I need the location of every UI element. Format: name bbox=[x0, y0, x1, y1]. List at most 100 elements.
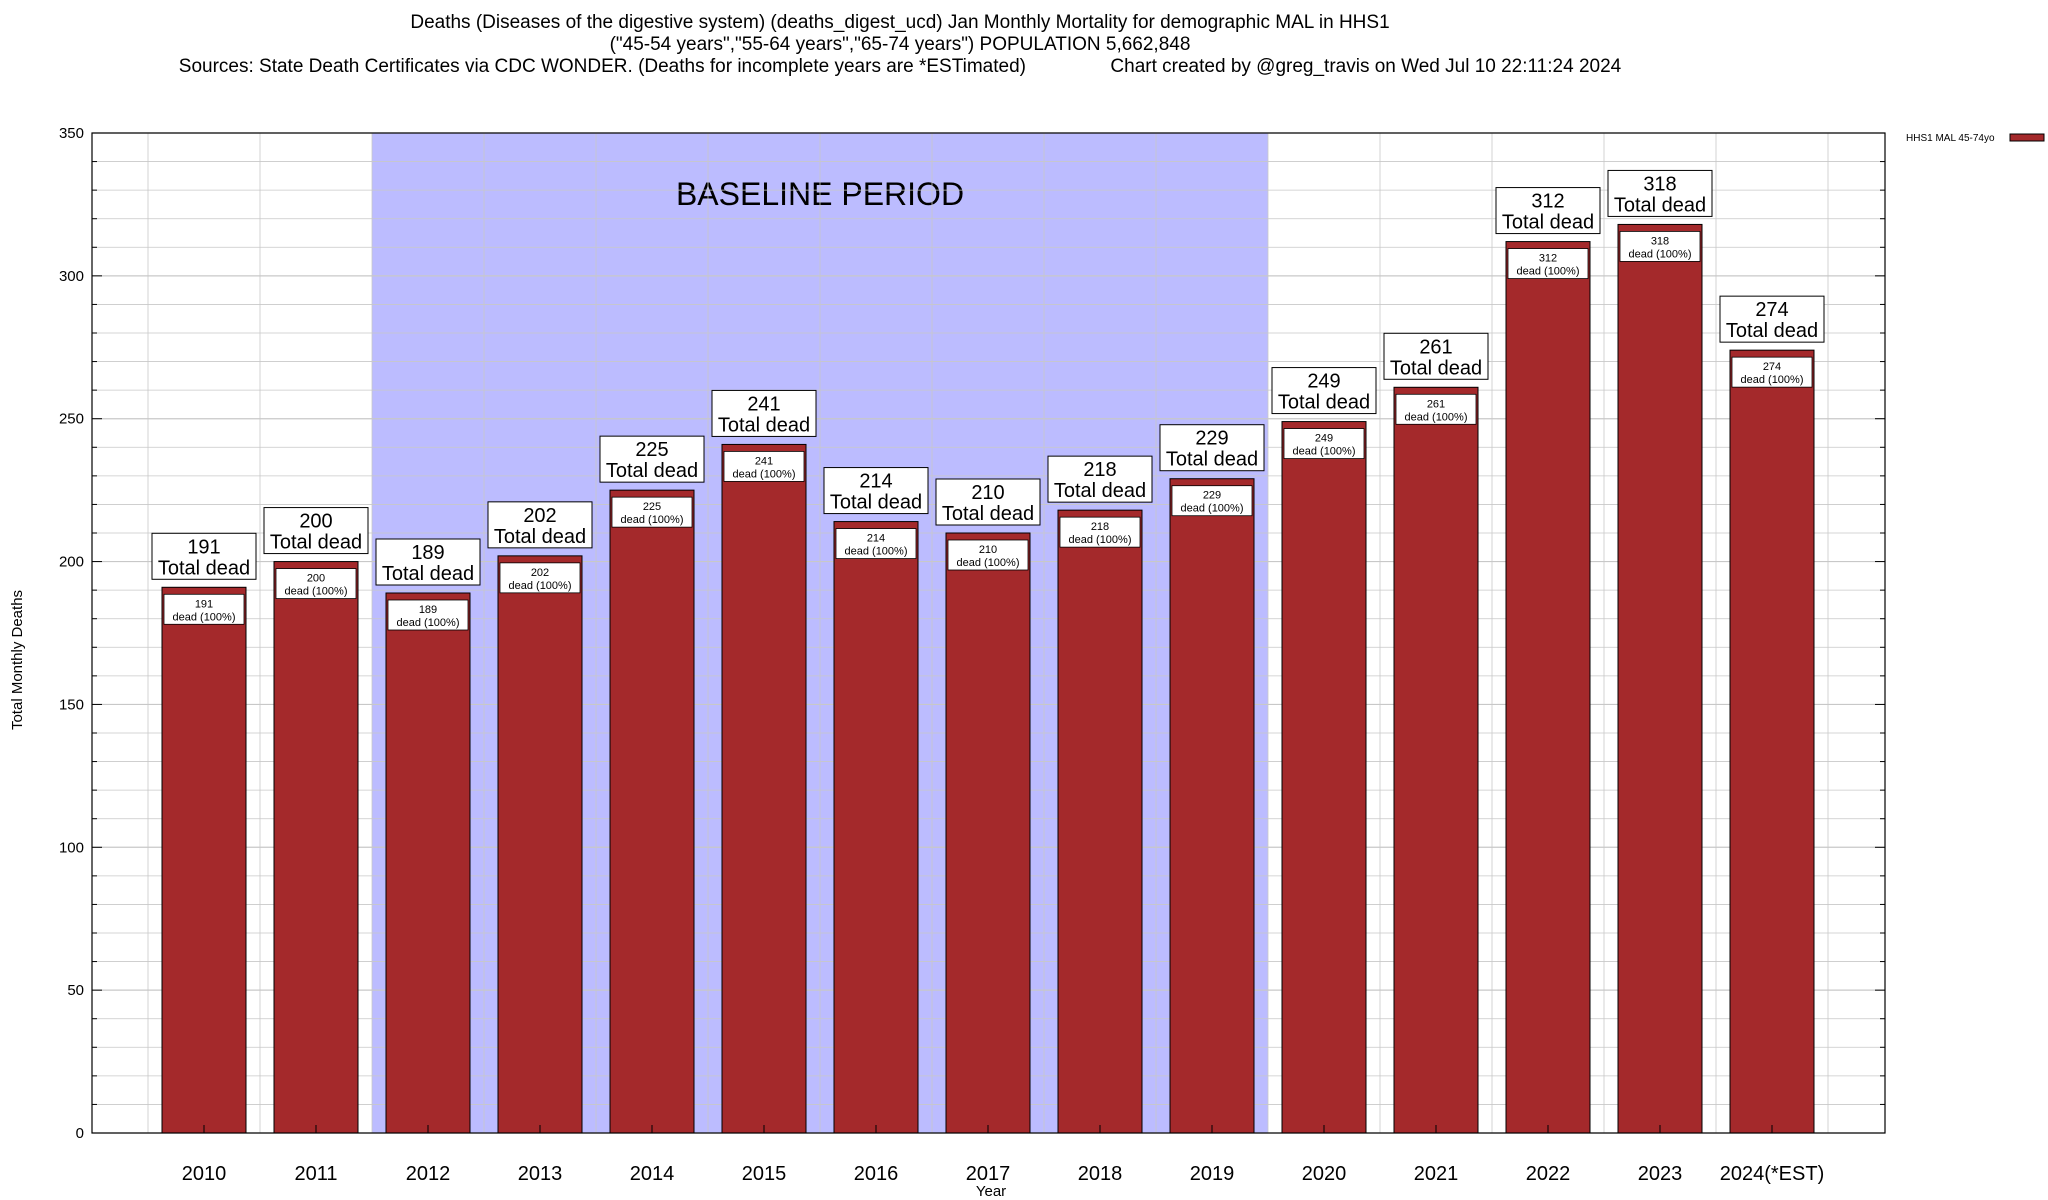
inner-value-label: 189 bbox=[419, 604, 437, 616]
top-total-label: Total dead bbox=[158, 557, 250, 579]
inner-percent-label: dead (100%) bbox=[1517, 266, 1580, 278]
inner-percent-label: dead (100%) bbox=[1629, 248, 1692, 260]
top-total-label: Total dead bbox=[1502, 212, 1594, 234]
y-tick-label: 350 bbox=[59, 125, 84, 142]
legend: HHS1 MAL 45-74yo bbox=[1906, 133, 2045, 144]
bar bbox=[1281, 421, 1367, 1134]
inner-value-label: 274 bbox=[1763, 361, 1781, 373]
top-label-box bbox=[711, 389, 817, 437]
top-total-label: Total dead bbox=[718, 414, 810, 436]
x-tick-label: 2019 bbox=[1190, 1163, 1235, 1185]
top-value-label: 218 bbox=[1083, 459, 1116, 481]
bar bbox=[273, 561, 359, 1134]
y-tick-label: 150 bbox=[59, 696, 84, 713]
legend-label: HHS1 MAL 45-74yo bbox=[1906, 133, 1995, 144]
top-label-box bbox=[1719, 295, 1825, 343]
top-total-label: Total dead bbox=[270, 532, 362, 554]
top-value-label: 249 bbox=[1307, 371, 1340, 393]
x-tick-label: 2021 bbox=[1414, 1163, 1459, 1185]
bar bbox=[1505, 241, 1591, 1134]
bar bbox=[1169, 478, 1255, 1134]
top-total-label: Total dead bbox=[1166, 449, 1258, 471]
top-total-label: Total dead bbox=[1278, 392, 1370, 414]
inner-value-label: 202 bbox=[531, 567, 549, 579]
top-label-box bbox=[1159, 424, 1265, 472]
inner-percent-label: dead (100%) bbox=[957, 557, 1020, 569]
x-tick-label: 2010 bbox=[182, 1163, 227, 1185]
x-tick-label: 2016 bbox=[854, 1163, 899, 1185]
top-label-box bbox=[1047, 455, 1153, 503]
top-value-label: 214 bbox=[859, 471, 892, 493]
x-tick-label: 2013 bbox=[518, 1163, 563, 1185]
title-line-2: ("45-54 years","55-64 years","65-74 year… bbox=[609, 34, 1191, 55]
bar bbox=[609, 489, 695, 1134]
top-total-label: Total dead bbox=[1614, 194, 1706, 216]
top-total-label: Total dead bbox=[942, 503, 1034, 525]
top-value-label: 225 bbox=[635, 439, 668, 461]
inner-value-label: 210 bbox=[979, 544, 997, 556]
x-tick-label: 2015 bbox=[742, 1163, 787, 1185]
bar bbox=[385, 592, 471, 1134]
inner-label-box bbox=[1171, 485, 1253, 517]
plot-frame bbox=[91, 132, 1886, 1134]
inner-value-label: 261 bbox=[1427, 398, 1445, 410]
inner-percent-label: dead (100%) bbox=[285, 586, 348, 598]
top-total-label: Total dead bbox=[830, 492, 922, 514]
top-label-box bbox=[1495, 187, 1601, 235]
inner-label-box bbox=[1731, 356, 1813, 388]
inner-label-box bbox=[1507, 248, 1589, 279]
y-tick-label: 100 bbox=[59, 839, 84, 856]
top-value-label: 200 bbox=[299, 511, 332, 533]
top-value-label: 241 bbox=[747, 393, 780, 415]
top-value-label: 274 bbox=[1755, 299, 1788, 321]
inner-value-label: 225 bbox=[643, 501, 661, 513]
inner-label-box bbox=[387, 599, 469, 631]
inner-percent-label: dead (100%) bbox=[173, 611, 236, 623]
top-value-label: 210 bbox=[971, 482, 1004, 504]
y-tick-label: 0 bbox=[76, 1125, 84, 1142]
inner-percent-label: dead (100%) bbox=[509, 580, 572, 592]
legend-swatch bbox=[2009, 133, 2045, 142]
top-label-box bbox=[1383, 332, 1489, 380]
inner-value-label: 312 bbox=[1539, 253, 1557, 265]
inner-label-box bbox=[1059, 516, 1141, 548]
x-tick-label: 2022 bbox=[1526, 1163, 1571, 1185]
inner-value-label: 249 bbox=[1315, 433, 1333, 445]
top-value-label: 312 bbox=[1531, 191, 1564, 213]
x-tick-label: 2023 bbox=[1638, 1163, 1683, 1185]
x-tick-label: 2011 bbox=[294, 1163, 337, 1185]
bar bbox=[1393, 386, 1479, 1134]
inner-label-box bbox=[1619, 231, 1701, 262]
inner-label-box bbox=[835, 528, 917, 559]
top-value-label: 318 bbox=[1643, 173, 1676, 195]
top-value-label: 261 bbox=[1419, 336, 1452, 358]
bar bbox=[833, 521, 919, 1134]
y-tick-label: 300 bbox=[59, 268, 84, 285]
top-total-label: Total dead bbox=[1054, 480, 1146, 502]
bar bbox=[497, 555, 583, 1134]
y-axis-title: Total Monthly Deaths bbox=[9, 590, 26, 730]
inner-value-label: 214 bbox=[867, 533, 885, 545]
x-tick-label: 2014 bbox=[630, 1163, 675, 1185]
bar bbox=[721, 443, 807, 1134]
bar bbox=[1057, 509, 1143, 1134]
inner-percent-label: dead (100%) bbox=[1293, 446, 1356, 458]
inner-label-box bbox=[1395, 393, 1477, 425]
inner-label-box bbox=[947, 539, 1029, 571]
top-value-label: 191 bbox=[187, 536, 220, 558]
y-tick-label: 50 bbox=[67, 982, 84, 999]
inner-label-box bbox=[163, 593, 245, 625]
top-label-box bbox=[375, 538, 481, 586]
top-label-box bbox=[823, 467, 929, 515]
top-label-box bbox=[1607, 169, 1713, 217]
inner-value-label: 318 bbox=[1651, 235, 1669, 247]
top-label-box bbox=[1271, 367, 1377, 415]
bar bbox=[945, 532, 1031, 1134]
inner-percent-label: dead (100%) bbox=[1405, 411, 1468, 423]
inner-value-label: 241 bbox=[755, 455, 773, 467]
inner-percent-label: dead (100%) bbox=[845, 546, 908, 558]
inner-label-box bbox=[611, 496, 693, 528]
inner-label-box bbox=[275, 568, 357, 599]
inner-label-box bbox=[499, 562, 581, 594]
